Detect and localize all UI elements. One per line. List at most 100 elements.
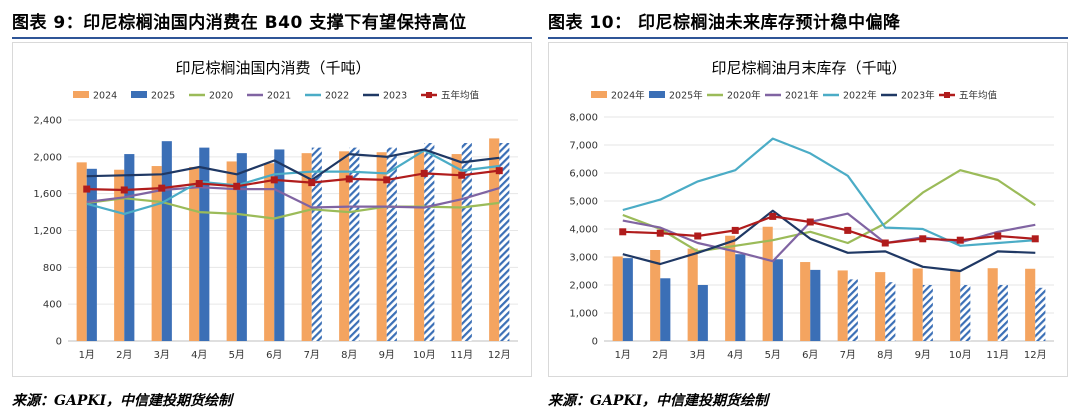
series-line-2021年 [622, 212, 1036, 263]
bar-2025年 [885, 282, 896, 341]
legend-marker-五年均值 [944, 92, 950, 98]
bar-2024 [264, 163, 275, 341]
point-五年均值 [806, 218, 814, 226]
left-figure: 图表 9：印尼棕榈油国内消费在 B40 支撑下有望保持高位 印尼棕榈油国内消费（… [12, 0, 532, 418]
bar-2024年 [875, 272, 886, 341]
bar-2025 [461, 143, 472, 341]
point-五年均值 [495, 167, 503, 175]
bar-2024年 [837, 270, 848, 341]
legend-label: 五年均值 [959, 90, 998, 102]
point-五年均值 [731, 226, 739, 234]
point-五年均值 [308, 179, 316, 187]
bar-2024年 [1025, 268, 1036, 341]
point-五年均值 [270, 176, 278, 184]
bar-2024 [76, 162, 87, 341]
legend-label: 2024年 [611, 90, 645, 102]
x-tick-label: 2月 [116, 349, 132, 361]
bar-2025年 [1035, 287, 1046, 341]
x-tick-label: 9月 [915, 349, 931, 361]
y-tick-label: 1,600 [33, 189, 62, 200]
bar-2025年 [735, 254, 746, 341]
x-tick-label: 1月 [615, 349, 631, 361]
x-tick-label: 2月 [652, 349, 668, 361]
y-tick-label: 2,000 [33, 152, 62, 163]
bar-2024年 [612, 256, 623, 341]
x-tick-label: 7月 [840, 349, 856, 361]
series-line-2022 [86, 149, 500, 215]
legend-label: 2024 [93, 91, 117, 102]
legend-label: 2023年 [901, 90, 935, 102]
point-五年均值 [383, 176, 391, 184]
y-tick-label: 5,000 [569, 197, 598, 208]
bar-2025 [86, 168, 97, 341]
legend-label: 2022年 [843, 90, 877, 102]
series-line-2022年 [622, 137, 1036, 247]
legend-label: 2021年 [785, 90, 819, 102]
y-tick-label: 800 [43, 263, 62, 274]
legend-label: 2023 [383, 91, 407, 102]
bar-2024年 [650, 250, 661, 341]
bar-2024 [414, 151, 425, 341]
x-tick-label: 10月 [413, 349, 436, 361]
x-tick-label: 5月 [765, 349, 781, 361]
bar-2025年 [622, 258, 633, 341]
x-tick-label: 6月 [266, 349, 282, 361]
y-tick-label: 8,000 [569, 113, 598, 124]
bar-2024年 [950, 270, 961, 341]
chart-title: 印尼棕榈油月末库存（千吨） [711, 59, 906, 77]
bar-2025 [161, 141, 172, 341]
y-tick-label: 1,200 [33, 226, 62, 237]
x-tick-label: 12月 [488, 349, 511, 361]
bar-2024年 [762, 226, 773, 341]
bar-2025年 [810, 269, 821, 341]
point-五年均值 [120, 186, 128, 194]
series-line-五年均值 [622, 215, 1036, 245]
bar-2025 [311, 147, 322, 341]
bar-2024 [114, 169, 125, 341]
x-tick-label: 5月 [229, 349, 245, 361]
point-五年均值 [656, 229, 664, 237]
right-source-note: 来源：GAPKI，中信建投期货绘制 [548, 393, 769, 409]
chart-title: 印尼棕榈油国内消费（千吨） [175, 59, 370, 77]
bar-2024 [339, 151, 350, 341]
bar-2025 [386, 147, 397, 341]
series-line-2023年 [622, 209, 1036, 273]
legend-label: 2022 [325, 91, 349, 102]
point-五年均值 [956, 236, 964, 244]
consumption-chart: 印尼棕榈油国内消费（千吨） 2024 2025 2020 2021 2022 2023 五年均… [33, 59, 518, 361]
bar-2025年 [922, 285, 933, 341]
y-tick-label: 0 [56, 337, 62, 348]
point-五年均值 [844, 226, 852, 234]
bar-2024年 [687, 248, 698, 341]
legend-label: 五年均值 [441, 90, 480, 102]
bar-2025 [349, 147, 360, 341]
point-五年均值 [769, 212, 777, 220]
x-tick-label: 9月 [379, 349, 395, 361]
y-tick-label: 400 [43, 300, 62, 311]
right-figure: 图表 10： 印尼棕榈油未来库存预计稳中偏降 印尼棕榈油月末库存（千吨） 2024… [548, 0, 1068, 418]
bar-2025年 [660, 278, 671, 341]
y-tick-label: 4,000 [569, 225, 598, 236]
left-title-rule [12, 37, 532, 39]
y-tick-label: 2,400 [33, 116, 62, 127]
legend-label: 2021 [267, 91, 291, 102]
bar-2024年 [800, 262, 811, 341]
y-tick-label: 7,000 [569, 141, 598, 152]
left-figure-title: 图表 9：印尼棕榈油国内消费在 B40 支撑下有望保持高位 [12, 13, 467, 33]
legend-label: 2025年 [669, 90, 703, 102]
bar-2024 [376, 152, 387, 341]
point-五年均值 [1031, 235, 1039, 243]
legend-label: 2020 [209, 91, 233, 102]
y-tick-label: 2,000 [569, 281, 598, 292]
series-line-2021 [86, 186, 500, 209]
point-五年均值 [195, 180, 203, 188]
x-tick-label: 11月 [986, 349, 1009, 361]
x-tick-label: 3月 [154, 349, 170, 361]
x-tick-label: 8月 [341, 349, 357, 361]
bar-2024年 [912, 268, 923, 341]
bar-2025年 [960, 285, 971, 341]
bar-2024 [301, 153, 312, 341]
bar-2025 [124, 154, 135, 341]
bar-2025年 [697, 285, 708, 341]
left-chart-frame: 印尼棕榈油国内消费（千吨） 2024 2025 2020 2021 2022 2023 五年均… [12, 42, 532, 377]
